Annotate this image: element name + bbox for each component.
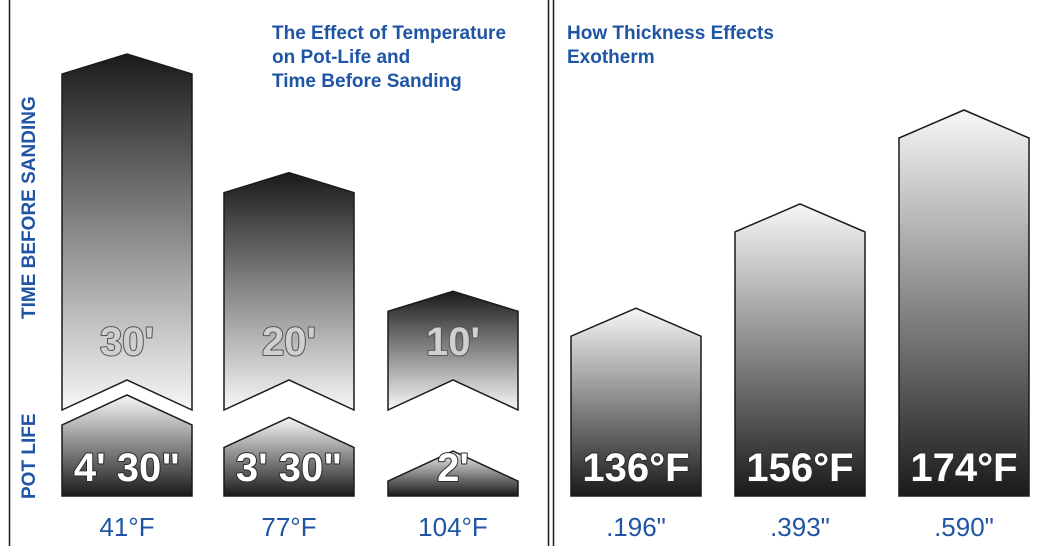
bar-label-pot-life: 4' 30" [74,446,180,490]
bar-pot-life [387,450,519,497]
bar-label-exotherm: 174°F [910,446,1017,490]
bar-label-pot-life: 2' [437,446,469,490]
bar-label-time-before-sanding: 10' [426,320,480,364]
right-title-line-1: How Thickness Effects [567,23,774,44]
left-chart-title: The Effect of Temperature on Pot-Life an… [272,22,506,94]
bar-pot-life [61,394,193,497]
bar-label-pot-life: 3' 30" [236,446,342,490]
bar-exotherm [898,109,1030,497]
bar-time-before-sanding [61,53,193,412]
bar-exotherm [734,203,866,497]
x-category-label: 77°F [261,512,316,542]
bar-exotherm [570,307,702,497]
x-category-label: 104°F [418,512,488,542]
bar-label-time-before-sanding: 20' [262,320,316,364]
left-title-line-1: The Effect of Temperature [272,23,507,44]
x-category-label: 41°F [99,512,154,542]
left-title-line-2: on Pot-Life and [272,47,411,68]
bar-time-before-sanding [223,171,355,412]
y-axis-label-time-before-sanding: TIME BEFORE SANDING [19,96,40,319]
bar-label-exotherm: 136°F [582,446,689,490]
right-chart-title: How Thickness Effects Exotherm [567,22,774,70]
left-title-line-3: Time Before Sanding [272,71,462,92]
bar-pot-life [223,416,355,497]
bar-time-before-sanding [387,290,519,412]
left-chart-marks: 30' 4' 30" 41°F 20' 3' 30" 77°F 10' 2' 104°F [61,53,519,542]
x-category-label: .590" [934,512,994,542]
x-category-label: .196" [606,512,666,542]
bar-label-time-before-sanding: 30' [100,320,154,364]
x-category-label: .393" [770,512,830,542]
right-chart-marks: 136°F .196" 156°F .393" 174°F .590" [570,109,1030,542]
right-title-line-2: Exotherm [567,47,655,68]
y-axis-label-pot-life: POT LIFE [19,413,40,500]
bar-label-exotherm: 156°F [746,446,853,490]
